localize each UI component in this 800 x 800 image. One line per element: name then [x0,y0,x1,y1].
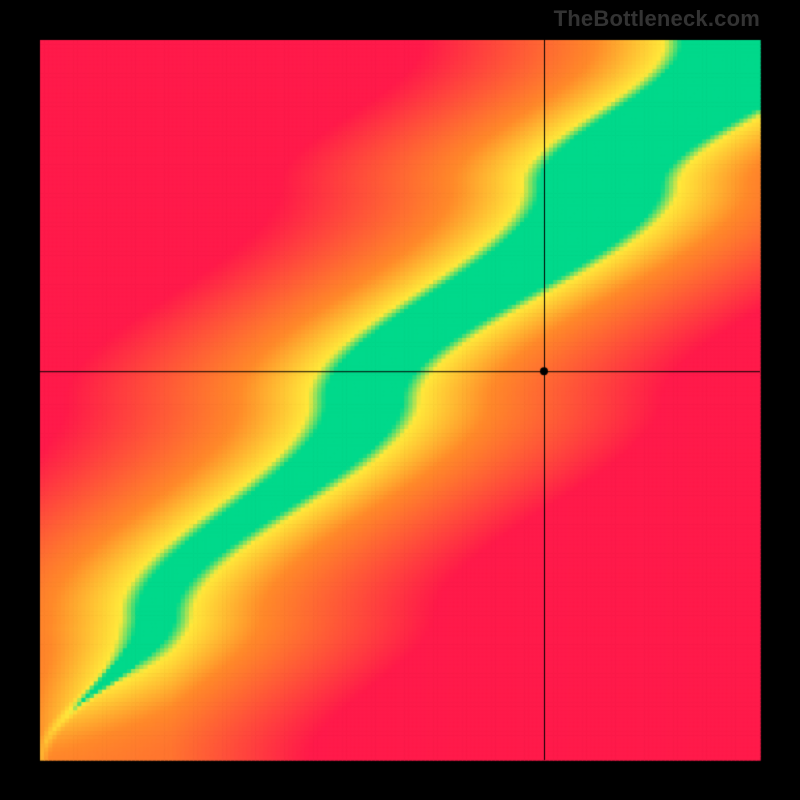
figure-container: TheBottleneck.com [0,0,800,800]
bottleneck-heatmap [0,0,800,800]
